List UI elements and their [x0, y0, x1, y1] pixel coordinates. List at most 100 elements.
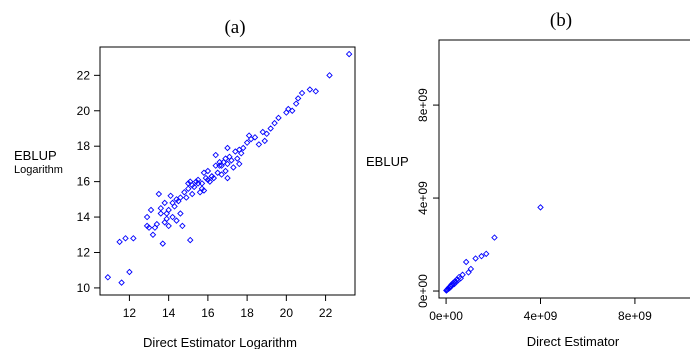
- panel-b: (b) 0e+00 4e+09 8e+09 0e+00 4e+09 8e+09 Dire…: [366, 10, 690, 349]
- panel-a-data-point: [157, 210, 165, 217]
- panel-a-data-point: [285, 105, 292, 113]
- panel-b-y-label: EBLUP: [366, 154, 409, 169]
- panel-a-data-point: [177, 194, 184, 201]
- panel-a-x-tick-label: 12: [123, 306, 137, 320]
- panel-a-data-point: [243, 139, 251, 146]
- panel-a-data-point: [218, 171, 225, 178]
- panel-a-data-point: [161, 199, 168, 207]
- panel-a-data-point: [122, 235, 129, 242]
- panel-a-data-point: [245, 132, 253, 139]
- panel-b-y-tick-label: 4e+09: [416, 181, 430, 215]
- panel-a-data-point: [165, 206, 172, 214]
- panel-a-data-point: [116, 238, 123, 246]
- panel-a-data-point: [214, 169, 221, 177]
- panel-b-x-tick-label: 4e+09: [524, 309, 558, 323]
- panel-a-data-point: [190, 183, 198, 191]
- panel-a-y-axis: 10 12 14 16 18 20 22: [77, 68, 100, 295]
- panel-b-data-point: [462, 258, 470, 266]
- panel-b-data-point: [472, 255, 479, 262]
- panel-a-data-point: [298, 89, 306, 97]
- panel-a-y-tick-label: 22: [77, 68, 91, 82]
- panel-a-data-point: [179, 222, 186, 230]
- panel-a-data-point: [163, 215, 170, 223]
- panel-b-y-tick-label: 8e+09: [416, 88, 430, 122]
- panel-b-data-point: [537, 204, 544, 211]
- panel-a-y-tick-label: 20: [77, 104, 91, 118]
- panel-a-data-point: [236, 160, 243, 168]
- panel-a-y-label-line-1: EBLUP: [14, 148, 57, 163]
- panel-a-data-point: [167, 192, 174, 200]
- panel-b-data-point: [482, 250, 490, 258]
- panel-a-x-tick-label: 14: [162, 306, 176, 320]
- panel-a-data-point: [208, 173, 216, 180]
- panel-a-data-point: [143, 213, 151, 221]
- panel-a-data-point: [263, 130, 270, 138]
- panel-a-y-tick-label: 14: [77, 210, 91, 224]
- panel-a-data-point: [151, 224, 159, 231]
- panel-b-data-point: [491, 234, 498, 241]
- panel-a-x-tick-label: 22: [319, 306, 333, 320]
- panel-b-data-point: [478, 252, 485, 260]
- panel-b-data-point: [467, 265, 475, 273]
- panel-a-data-point: [259, 128, 267, 136]
- panel-a-data-point: [185, 180, 192, 187]
- panel-a-data-point: [237, 150, 245, 157]
- panel-b-x-axis: 0e+00 4e+09 8e+09: [429, 298, 652, 323]
- panel-a-data-point: [147, 206, 155, 214]
- panel-a-data-point: [169, 199, 176, 207]
- panel-a-data-point: [224, 174, 231, 182]
- panel-a-y-label-line-2: Logarithm: [14, 164, 63, 176]
- panel-a-data-point: [157, 204, 165, 212]
- panel-a-x-label: Direct Estimator Logarithm: [143, 335, 297, 349]
- panel-a-data-point: [163, 210, 170, 217]
- panel-b-y-axis: 0e+00 4e+09 8e+09: [416, 88, 439, 308]
- panel-a-title: (a): [224, 17, 245, 38]
- panel-a-data-point: [224, 160, 231, 168]
- panel-a-data-point: [181, 189, 188, 196]
- panel-a-data-point: [188, 190, 196, 198]
- panel-a-data-point: [104, 274, 112, 281]
- panel-a-data-point: [200, 169, 208, 177]
- panel-a-points: [104, 50, 353, 286]
- panel-a-data-point: [145, 224, 153, 231]
- panel-b-data-point: [465, 269, 472, 276]
- panel-a-data-point: [118, 279, 125, 286]
- panel-a-data-point: [149, 231, 157, 239]
- panel-a-data-point: [222, 155, 229, 162]
- panel-a-data-point: [292, 100, 300, 107]
- panel-a-data-point: [204, 176, 212, 184]
- panel-a-x-axis: 12 14 16 18 20 22: [123, 295, 333, 320]
- panel-a-data-point: [169, 213, 176, 221]
- panel-a-data-point: [159, 240, 167, 247]
- panel-b-x-label: Direct Estimator: [527, 334, 620, 349]
- panel-b-data-point: [459, 271, 466, 278]
- panel-a-data-point: [218, 162, 225, 169]
- panel-b-points: [443, 204, 544, 294]
- panel-a-y-tick-label: 10: [77, 281, 91, 295]
- panel-a-data-point: [173, 217, 180, 224]
- panel-a-data-point: [234, 155, 241, 162]
- panel-a-data-point: [126, 268, 133, 276]
- panel-b-x-tick-label: 0e+00: [429, 309, 463, 323]
- panel-a-data-point: [186, 178, 194, 185]
- panel-a-y-tick-label: 18: [77, 139, 91, 153]
- panel-a-data-point: [161, 219, 168, 226]
- panel-a-data-point: [130, 235, 137, 242]
- panel-a-data-point: [261, 137, 269, 145]
- panel-a-data-point: [183, 194, 190, 201]
- panel-a-data-point: [275, 114, 282, 122]
- panel-a-data-point: [204, 167, 212, 175]
- panel-a-data-point: [255, 141, 263, 148]
- panel-a-data-point: [216, 162, 223, 169]
- panel-a-data-point: [200, 187, 208, 194]
- panel-a-data-point: [239, 144, 247, 152]
- panel-b-x-tick-label: 8e+09: [618, 309, 652, 323]
- panel-a-data-point: [267, 125, 274, 132]
- panel-a-x-tick-label: 20: [280, 306, 294, 320]
- panel-a-data-point: [345, 50, 353, 58]
- panel-a-data-point: [212, 151, 219, 159]
- panel-a-data-point: [228, 157, 235, 164]
- panel-a-data-point: [153, 220, 161, 228]
- panel-a-data-point: [173, 196, 180, 203]
